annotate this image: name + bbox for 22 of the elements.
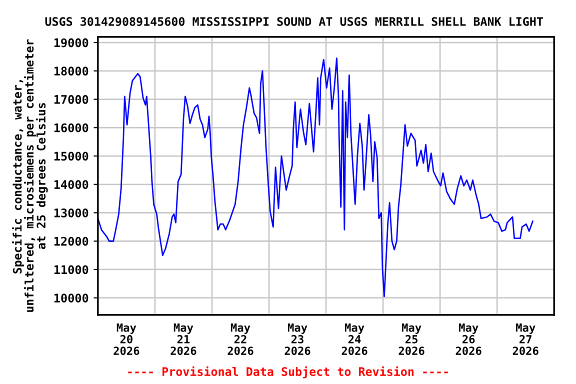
y-tick-label: 11000 [54,265,88,274]
y-tick-label: 13000 [54,208,88,218]
text: ---- Provisional Data Subject to Revision ---- [128,366,448,378]
y-tick-label: 17000 [54,95,88,104]
y-tick-label: 12000 [54,236,88,246]
x-tick-label: May 22 2026 [228,324,254,356]
y-tick-label: 16000 [54,123,88,132]
y-tick-label: 19000 [54,38,88,48]
x-tick-label: May 24 2026 [342,324,368,356]
y-tick-label: 15000 [54,152,88,161]
x-tick-label: May 25 2026 [398,324,424,356]
y-axis-title: Specific conductance, water, unfiltered, microsiemens per centimeter at 25 degrees Celsius [12,39,48,312]
x-tick-label: May 21 2026 [170,324,196,356]
x-tick-label: May 27 2026 [512,324,538,356]
y-tick-label: 10000 [54,294,88,303]
y-tick-label: 18000 [54,66,88,76]
x-tick-label: May 26 2026 [456,324,482,356]
line-series [98,57,534,298]
y-tick-label: 14000 [54,180,88,190]
x-tick-label: May 23 2026 [284,324,310,356]
x-tick-label: May 20 2026 [114,324,140,356]
chart-title: USGS 301429089145600 MISSISSIPPI SOUND AT USGS MERRILL SHELL BANK LIGHT [45,17,543,26]
